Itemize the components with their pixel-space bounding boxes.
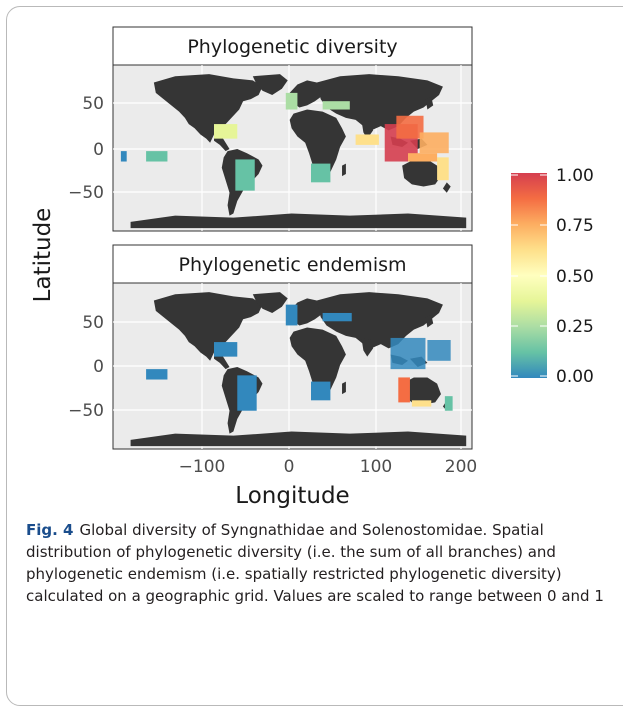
x-tick-label: 200 [445,457,477,477]
panel-title: Phylogenetic endemism [178,254,406,276]
y-tick-label: −50 [68,183,104,203]
legend-tick-label: 0.00 [556,367,594,387]
caption-text: Global diversity of Syngnathidae and Sol… [26,521,604,605]
y-tick-label: 0 [93,140,104,160]
y-axis-title: Latitude [30,208,56,303]
panel-title-strip [112,244,473,284]
legend-tick-label: 0.25 [556,317,594,337]
color-legend: 1.00 0.75 0.50 0.25 0.00 [511,166,594,387]
world-map [130,292,467,447]
figure-label: Fig. 4 [26,521,74,539]
endemism-cells [146,304,453,411]
x-tick-label: 0 [284,457,295,477]
panel-title: Phylogenetic diversity [187,36,397,58]
legend-tick-marks [511,174,547,377]
x-tick-label: 100 [360,457,392,477]
diversity-cells [120,92,449,191]
legend-tick-label: 0.75 [556,216,594,236]
figure-caption: Fig. 4 Global diversity of Syngnathidae a… [26,519,606,607]
y-tick-label: 50 [82,313,104,333]
figure-canvas: Phylogenetic diversity [30,26,594,509]
legend-tick-label: 1.00 [556,166,594,186]
world-map [120,74,467,229]
x-tick-label: −100 [179,457,226,477]
y-tick-label: −50 [68,401,104,421]
panel-phylogenetic-endemism: Phylogenetic endemism [68,244,473,450]
legend-tick-label: 0.50 [556,267,594,287]
panel-phylogenetic-diversity: Phylogenetic diversity [68,26,473,232]
x-axis-title: Longitude [235,483,349,509]
x-axis: −100 0 100 200 [179,457,478,477]
y-tick-label: 50 [82,94,104,114]
y-tick-label: 0 [93,357,104,377]
